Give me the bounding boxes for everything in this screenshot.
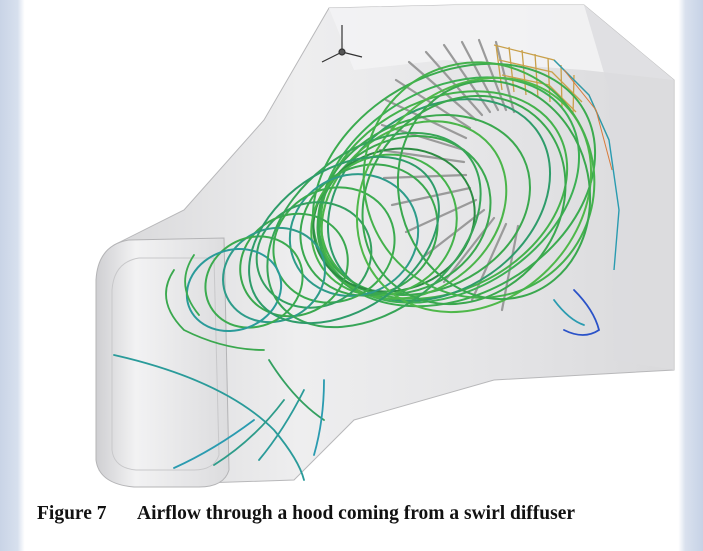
hood-render <box>95 4 675 488</box>
figure-caption: Figure 7 Airflow through a hood coming f… <box>0 497 703 533</box>
caption-text: Airflow through a hood coming from a swi… <box>137 503 576 524</box>
hood-airflow-figure <box>24 0 680 490</box>
axis-triad-icon <box>321 25 363 63</box>
streamlines <box>185 61 597 333</box>
hood-right-face <box>584 5 674 370</box>
figure-number: Figure 7 <box>37 503 107 524</box>
hood-top-face <box>329 5 674 80</box>
inlet-pipe <box>95 237 230 488</box>
exit-streamlines <box>113 254 601 481</box>
